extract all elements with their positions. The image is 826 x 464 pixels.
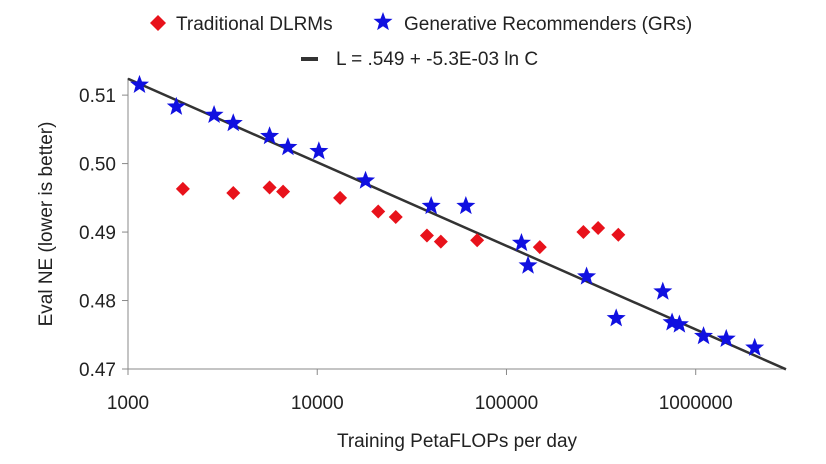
point-generative-recommender (577, 266, 597, 285)
point-generative-recommender (745, 337, 765, 356)
legend-label-traditional-dlrms: Traditional DLRMs (176, 14, 333, 35)
point-generative-recommender (260, 126, 280, 145)
x-tick-label: 100000 (475, 393, 538, 414)
point-traditional-dlrm (591, 220, 606, 235)
point-generative-recommender (518, 255, 538, 274)
y-axis-label: Eval NE (lower is better) (36, 122, 57, 327)
point-generative-recommender (356, 170, 376, 189)
legend-marker-traditional-dlrms (150, 15, 166, 31)
y-tick-label: 0.47 (79, 360, 116, 381)
point-traditional-dlrm (419, 228, 434, 243)
point-generative-recommender (421, 196, 441, 215)
legend: Traditional DLRMs Generative Recommender… (150, 12, 692, 70)
points-layer (129, 74, 765, 356)
point-generative-recommender (309, 141, 329, 160)
y-tick-label: 0.48 (79, 292, 116, 313)
y-tick-label: 0.49 (79, 223, 116, 244)
point-traditional-dlrm (175, 181, 190, 196)
point-generative-recommender (129, 74, 149, 93)
point-generative-recommender (456, 196, 476, 215)
point-traditional-dlrm (371, 204, 386, 219)
point-traditional-dlrm (532, 240, 547, 255)
point-generative-recommender (166, 96, 186, 115)
legend-marker-generative-recommenders (373, 12, 393, 31)
point-traditional-dlrm (226, 186, 241, 201)
point-traditional-dlrm (470, 233, 485, 248)
point-generative-recommender (278, 137, 298, 156)
x-ticks: 1000 10000 100000 1000000 (107, 369, 733, 414)
x-tick-label: 10000 (291, 393, 344, 414)
y-tick-label: 0.50 (79, 155, 116, 176)
point-generative-recommender (204, 104, 224, 124)
axes (127, 78, 786, 370)
y-tick-label: 0.51 (79, 86, 116, 107)
point-generative-recommender (511, 233, 531, 252)
point-traditional-dlrm (333, 190, 348, 205)
point-traditional-dlrm (388, 209, 403, 224)
legend-label-fit-line: L = .549 + -5.3E-03 ln C (336, 49, 538, 70)
point-generative-recommender (694, 326, 714, 345)
x-tick-label: 1000000 (659, 393, 733, 414)
point-traditional-dlrm (262, 180, 277, 195)
point-traditional-dlrm (576, 225, 591, 240)
x-axis-label: Training PetaFLOPs per day (337, 431, 578, 452)
point-traditional-dlrm (433, 234, 448, 249)
point-generative-recommender (716, 328, 736, 347)
point-generative-recommender (223, 113, 243, 132)
x-tick-label: 1000 (107, 393, 149, 414)
point-generative-recommender (669, 314, 689, 333)
y-ticks: 0.47 0.48 0.49 0.50 0.51 (79, 86, 128, 381)
point-generative-recommender (653, 281, 673, 300)
point-traditional-dlrm (611, 227, 626, 242)
legend-label-generative-recommenders: Generative Recommenders (GRs) (404, 14, 692, 35)
point-traditional-dlrm (276, 184, 291, 199)
point-generative-recommender (606, 308, 626, 327)
